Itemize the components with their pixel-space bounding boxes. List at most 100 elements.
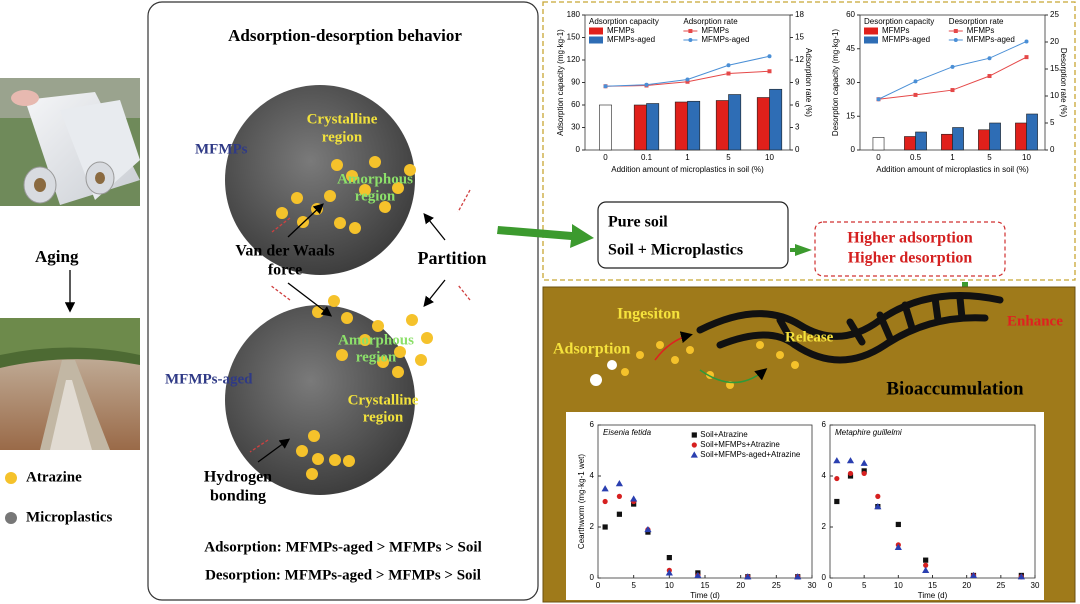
plastic-rolls-photo [0,78,140,206]
x-tick-label: 25 [996,581,1005,590]
bar [728,94,742,151]
legend-marker [691,432,697,438]
x-tick-label: 10 [894,581,903,590]
y2-tick-label: 0 [1050,145,1055,154]
rate-point [913,79,918,84]
x-tick-label: 15 [701,581,710,590]
data-point [895,521,901,528]
x-tick-label: 20 [962,581,971,590]
y-tick-label: 2 [590,522,595,531]
y2-axis-label: Adsorption rate (%) [804,48,813,117]
region-labels: Crystalline region Amorphous region Amor… [307,111,419,425]
legend-title: Desorption rate [949,17,1004,26]
rate-point [767,54,772,59]
region-label: region [363,409,404,425]
y2-tick-label: 6 [795,100,800,109]
soil-microplastics: Soil + Microplastics [608,242,743,259]
bar [1026,113,1038,151]
x-tick-label: 15 [928,581,937,590]
center-title: Adsorption-desorption behavior [228,26,462,45]
adsorption-label: Adsorption [553,341,630,358]
x-tick-label: 10 [765,153,774,162]
mfmps-label: MFMPs [195,141,248,157]
data-point [694,571,702,579]
microplastics-dot [5,512,17,524]
legend-swatch [864,27,878,35]
region-label: region [322,129,363,145]
data-point [847,470,854,477]
data-point [601,485,609,492]
data-point [923,557,929,563]
bar [599,104,612,151]
x-axis-label: Time (d) [690,591,720,600]
x-tick-label: 10 [1022,153,1031,162]
rate-point [644,82,649,87]
data-point [666,555,672,561]
legend-label: MFMPs [701,26,729,35]
rate-point [603,84,608,89]
x-tick-label: 30 [1031,581,1040,590]
legend-title: Desorption capacity [864,17,934,26]
pure-soil: Pure soil [608,214,668,231]
data-point [602,498,608,505]
rate-point [950,64,955,69]
x-axis-label: Addition amount of microplastics in soil… [611,165,764,174]
plot-title: Metaphire guillelmi [835,428,902,437]
hydrogen-bonding-label: Hydrogen [204,469,272,486]
mfmps-particle [225,85,415,275]
legend-swatch [589,36,603,44]
region-label: region [355,188,396,204]
partition-label: Partition [418,248,487,268]
mfmps-aged-label: MFMPs-aged [165,371,253,387]
data-point [602,524,608,530]
data-point [846,457,855,464]
legend-label: Soil+MFMPs+Atrazine [700,440,780,449]
bioaccumulation-title: Bioaccumulation [886,378,1024,399]
region-label: Crystalline [348,392,419,408]
bar [1015,122,1027,151]
bar [915,131,927,151]
bar [646,103,660,151]
region-label: Amorphous [338,332,414,348]
legend-title: Adsorption capacity [589,17,659,26]
mfmps-aged-particle [225,305,415,495]
y-tick-label: 30 [571,123,580,132]
data-point [744,573,752,580]
legend-microplastics: Microplastics [26,509,113,525]
data-point [969,571,978,579]
data-point [860,459,868,466]
data-point [794,573,802,580]
rate-point [950,88,955,93]
y-tick-label: 2 [822,522,827,531]
data-point [665,569,673,576]
bar [756,97,770,151]
legend-swatch [864,36,878,44]
y-tick-label: 180 [567,10,581,19]
x-axis-label: Time (d) [918,591,948,600]
x-tick-label: 5 [726,153,731,162]
desorption-order: Desorption: MFMPs-aged > MFMPs > Soil [205,567,481,583]
x-tick-label: 0 [828,581,833,590]
x-axis-label: Addition amount of microplastics in soil… [876,165,1029,174]
data-point [833,457,841,464]
bar [872,137,885,151]
bar [687,100,701,151]
rate-point [726,71,731,76]
legend-label: MFMPs-aged [967,35,1015,44]
higher-adsorption: Higher adsorption [847,230,973,247]
data-point [616,511,622,517]
rate-point [1024,55,1029,60]
x-tick-label: 10 [665,581,674,590]
legend-label: MFMPs [967,26,995,35]
plot-title: Eisenia fetida [603,428,652,437]
y-tick-label: 45 [846,44,855,53]
legend-label: Soil+Atrazine [700,430,748,439]
y-tick-label: 4 [822,471,827,480]
y-tick-label: 0 [822,573,827,582]
y2-tick-label: 15 [1050,64,1059,73]
y2-tick-label: 5 [1050,118,1055,127]
data-point [644,525,652,533]
y2-tick-label: 10 [1050,91,1059,100]
legend-marker [691,442,697,448]
adsorption-order: Adsorption: MFMPs-aged > MFMPs > Soil [204,539,482,555]
